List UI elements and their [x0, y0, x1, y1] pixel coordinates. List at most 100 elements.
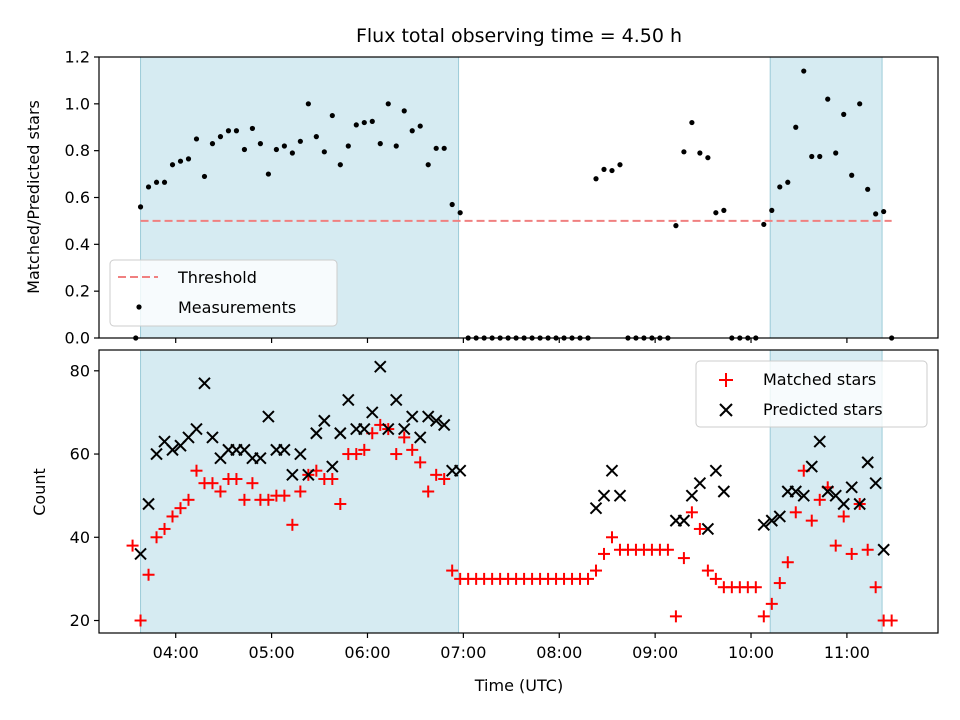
x-tick-label: 08:00	[536, 643, 582, 662]
matched-star-marker	[286, 518, 299, 531]
marker-stroke	[198, 377, 211, 390]
measurement-point	[169, 162, 176, 168]
predicted-star-marker	[813, 435, 826, 448]
measurement-point	[393, 143, 399, 149]
measurement-point	[329, 112, 335, 119]
matched-star-marker	[845, 547, 858, 560]
matched-star-marker	[869, 581, 882, 594]
marker-stroke	[429, 414, 443, 427]
marker-stroke	[406, 410, 419, 423]
matched-star-marker	[262, 493, 275, 506]
predicted-star-marker	[358, 422, 371, 436]
matched-star-marker	[590, 564, 603, 577]
marker-stroke	[310, 427, 323, 440]
predicted-star-marker	[821, 485, 834, 498]
matched-star-marker	[582, 572, 595, 585]
bottom-axes-frame	[98, 349, 939, 634]
measurement-point	[593, 176, 599, 182]
bottom-y-axis-label: Count	[30, 468, 49, 516]
marker-stroke	[134, 547, 147, 561]
predicted-star-marker	[701, 522, 715, 536]
marker-stroke	[374, 360, 387, 373]
measurement-point	[873, 211, 879, 217]
marker-stroke	[254, 451, 267, 465]
bottom-x-axis-ticks: 04:00 05:00 06:00 07:00 08:00 09:00 10:00 11:00	[153, 633, 870, 662]
measurement-point	[401, 108, 407, 114]
predicted-star-marker	[869, 476, 882, 490]
predicted-star-marker	[278, 443, 291, 457]
marker-stroke	[613, 489, 627, 502]
predicted-star-marker	[366, 406, 379, 419]
measurement-point	[145, 184, 152, 190]
marker-stroke	[294, 447, 307, 461]
matched-star-marker	[150, 531, 163, 544]
measurement-point	[601, 166, 607, 172]
predicted-star-marker	[390, 393, 403, 407]
predicted-star-marker	[254, 451, 267, 465]
matched-star-marker	[781, 556, 794, 569]
predicted-star-marker	[374, 360, 387, 373]
measurement-point	[385, 101, 391, 107]
measurement-point	[217, 134, 224, 140]
measurement-point	[785, 179, 791, 185]
matched-star-marker	[326, 473, 339, 486]
predicted-star-marker	[382, 422, 395, 436]
measurement-point	[841, 111, 847, 117]
y-tick-label: 60	[70, 445, 90, 464]
marker-stroke	[877, 543, 890, 556]
predicted-star-marker	[294, 447, 307, 461]
marker-stroke	[765, 514, 779, 527]
measurement-point	[761, 221, 767, 228]
marker-stroke	[829, 489, 842, 502]
measurement-point	[713, 210, 719, 216]
measurement-point	[185, 156, 192, 162]
measurement-point	[857, 101, 863, 107]
top-legend-box	[109, 259, 338, 327]
predicted-star-marker	[709, 464, 723, 477]
marker-stroke	[861, 456, 874, 469]
y-tick-label: 40	[70, 528, 90, 547]
measurement-point	[249, 125, 256, 132]
predicted-star-marker	[198, 377, 211, 390]
predicted-star-marker	[613, 489, 627, 502]
measurement-point	[681, 149, 687, 155]
marker-stroke	[869, 476, 882, 490]
predicted-star-marker	[286, 468, 299, 482]
predicted-star-marker	[853, 497, 866, 511]
measurement-point	[153, 179, 160, 185]
matched-star-marker	[430, 468, 443, 481]
predicted-star-marker	[693, 476, 707, 490]
y-tick-label: 1.0	[65, 94, 90, 113]
measurement-point	[225, 128, 232, 134]
marker-stroke	[693, 476, 707, 490]
y-tick-label: 80	[70, 361, 90, 380]
marker-stroke	[422, 410, 435, 423]
x-tick-label: 11:00	[824, 643, 870, 662]
chart-title: Flux total observing time = 4.50 h	[356, 25, 682, 47]
matched-star-marker	[701, 564, 714, 577]
marker-stroke	[190, 422, 203, 436]
x-tick-label: 07:00	[440, 643, 486, 662]
x-tick-label: 10:00	[728, 643, 774, 662]
matched-star-marker	[861, 543, 874, 556]
x-tick-label: 04:00	[153, 643, 199, 662]
legend-measurements-label: Measurements	[178, 298, 296, 317]
predicted-star-marker	[597, 489, 611, 502]
measurement-point	[241, 146, 248, 153]
measurement-point	[281, 143, 287, 149]
measurement-point	[697, 150, 703, 156]
predicted-star-marker	[437, 418, 451, 432]
predicted-star-marker	[318, 414, 331, 427]
predicted-stars-series	[134, 360, 890, 561]
measurement-point	[425, 162, 431, 168]
measurement-point	[833, 150, 839, 156]
matched-star-marker	[597, 547, 610, 560]
y-tick-label: 0.8	[65, 141, 90, 160]
measurement-point	[673, 223, 679, 229]
matched-star-marker	[749, 581, 762, 594]
top-y-axis-label: Matched/Predicted stars	[24, 100, 43, 294]
bottom-legend: Matched stars Predicted stars	[695, 360, 928, 428]
top-panel: Flux total observing time = 4.50 h 0.00.…	[24, 25, 939, 348]
measurement-point	[177, 158, 184, 164]
marker-stroke	[797, 489, 810, 502]
